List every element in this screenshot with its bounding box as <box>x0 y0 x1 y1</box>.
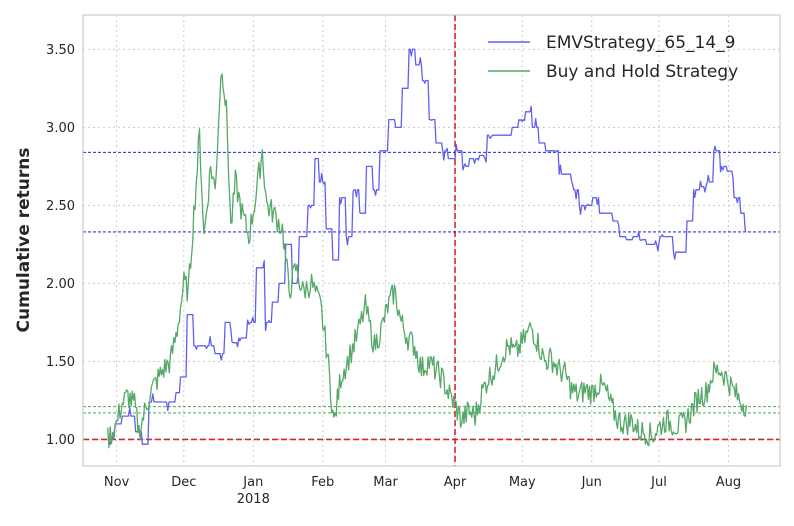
x-tick-label: Feb <box>311 475 334 490</box>
x-tick-label: Jan <box>242 475 263 490</box>
y-tick-label: 1.50 <box>46 355 75 370</box>
legend-label-2: Buy and Hold Strategy <box>546 62 738 82</box>
x-tick-label: Dec <box>171 475 196 490</box>
x-tick-label: Nov <box>104 475 130 490</box>
y-tick-labels: 1.00 1.50 2.00 2.50 3.00 3.50 <box>46 43 75 448</box>
x-tick-label: May <box>509 475 536 490</box>
x-tick-label: Apr <box>444 475 467 490</box>
x-tick-sublabel: 2018 <box>237 492 270 507</box>
y-tick-label: 3.50 <box>46 43 75 58</box>
legend: EMVStrategy_65_14_9 Buy and Hold Strategy <box>488 33 738 82</box>
y-axis-title: Cumulative returns <box>14 148 34 333</box>
series-line-2 <box>107 73 748 449</box>
legend-label-1: EMVStrategy_65_14_9 <box>546 33 735 53</box>
series-line-1 <box>107 48 747 445</box>
y-tick-label: 1.00 <box>46 433 75 448</box>
reference-lines <box>83 15 780 466</box>
x-tick-label: Jun <box>581 475 602 490</box>
y-tick-label: 2.50 <box>46 199 75 214</box>
series-lines <box>107 48 748 449</box>
y-tick-label: 3.00 <box>46 121 75 136</box>
x-tick-labels: Nov Dec Jan 2018 Feb Mar Apr May Jun Jul Aug <box>104 475 741 507</box>
plot-frame <box>82 14 781 467</box>
y-tick-label: 2.00 <box>46 277 75 292</box>
x-tick-label: Mar <box>373 475 398 490</box>
x-tick-label: Aug <box>716 475 741 490</box>
x-tick-label: Jul <box>650 475 667 490</box>
